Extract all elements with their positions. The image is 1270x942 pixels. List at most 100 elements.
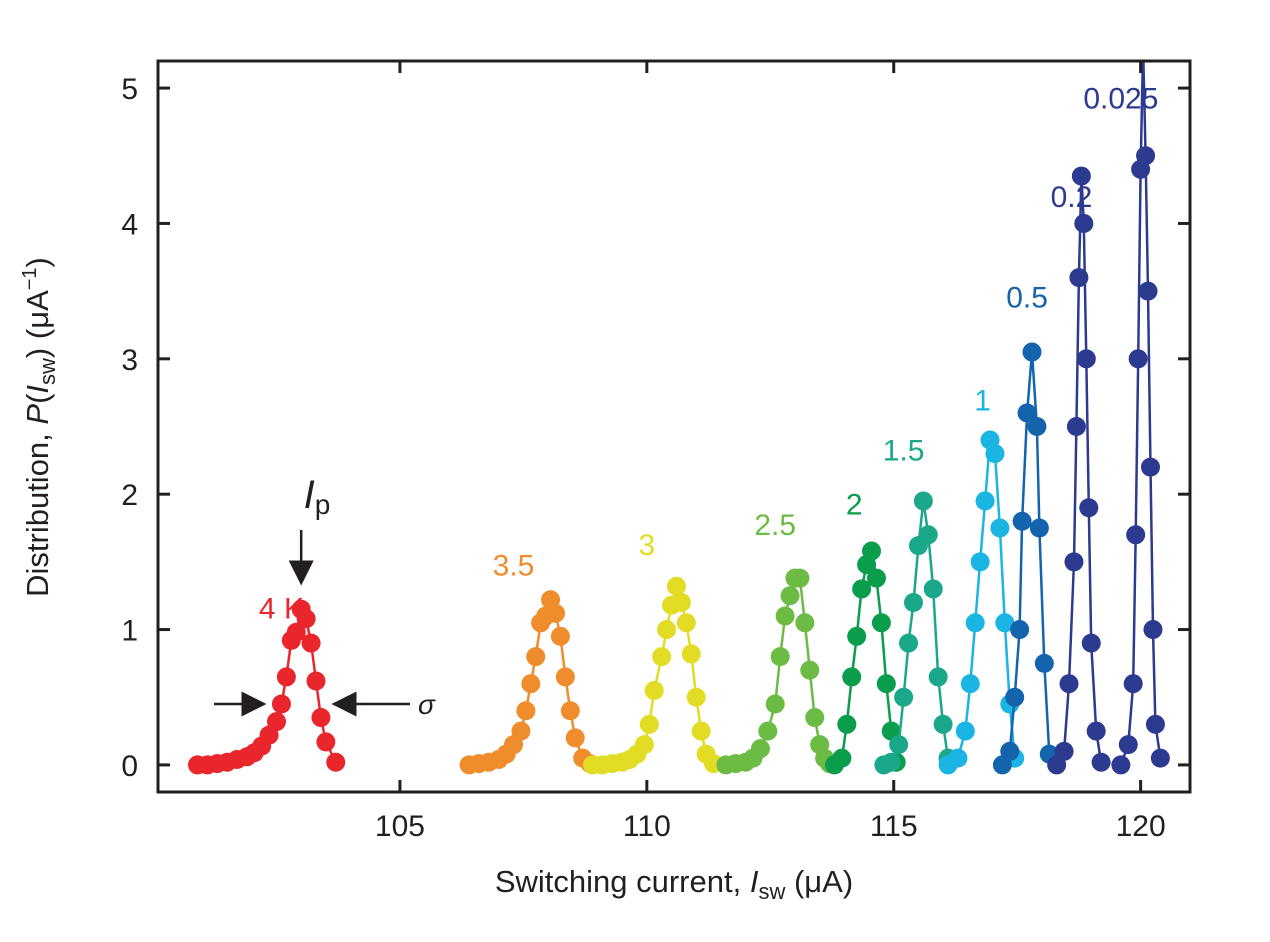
data-point [639, 714, 659, 734]
data-point [311, 708, 331, 728]
data-point [775, 606, 795, 626]
data-point [1091, 752, 1111, 772]
data-point [555, 667, 575, 687]
data-point [965, 613, 985, 633]
data-point [758, 721, 778, 741]
peak-current-label: Ip [304, 473, 331, 520]
data-point [1059, 674, 1079, 694]
data-point [1027, 417, 1047, 436]
data-point [933, 714, 953, 734]
data-point [1064, 552, 1084, 572]
data-point [918, 525, 938, 545]
x-tick-labels: 105 110 115 120 [375, 810, 1166, 843]
series-label: 0.2 [1051, 181, 1093, 214]
data-point [516, 701, 536, 721]
data-point [975, 491, 995, 511]
y-tick-labels: 0 1 2 3 4 5 [121, 73, 138, 783]
data-point [1000, 741, 1020, 761]
data-point [644, 680, 664, 700]
data-point [985, 444, 1005, 464]
data-point [286, 622, 306, 642]
data-point [1126, 525, 1146, 545]
data-point [765, 694, 785, 714]
data-point [1012, 511, 1032, 531]
data-point [1069, 268, 1089, 288]
data-point [881, 752, 901, 772]
y-tick-label: 0 [121, 750, 138, 783]
x-axis-title: Switching current, Isw (μA) [495, 864, 853, 904]
data-point [545, 603, 565, 623]
data-point [955, 721, 975, 741]
data-point [1022, 342, 1042, 362]
data-point [1079, 498, 1099, 518]
data-point [326, 752, 346, 772]
data-point [876, 674, 896, 694]
y-tick-label: 4 [121, 208, 138, 241]
series-layer [188, 61, 1170, 775]
data-point [521, 674, 541, 694]
data-point [894, 687, 914, 707]
data-point [990, 518, 1010, 538]
data-point [1143, 620, 1163, 640]
data-point [1145, 714, 1165, 734]
data-point [271, 694, 291, 714]
data-point [634, 735, 654, 755]
data-point [832, 748, 852, 768]
data-point [681, 644, 701, 664]
y-tick-label: 1 [121, 615, 138, 648]
series-2-5 [716, 568, 840, 775]
data-point [301, 633, 321, 653]
data-point [889, 735, 909, 755]
series-line [947, 439, 1016, 766]
data-point [1076, 349, 1096, 369]
data-point [550, 626, 570, 646]
data-point [1010, 620, 1030, 640]
data-point [306, 671, 326, 691]
data-point [686, 687, 706, 707]
data-point [750, 739, 770, 759]
y-tick-label: 5 [121, 73, 138, 106]
data-point [970, 552, 990, 572]
data-point [666, 576, 686, 596]
data-point [511, 721, 531, 741]
series-0-025 [1111, 61, 1170, 775]
data-point [526, 647, 546, 667]
data-point [316, 732, 336, 752]
data-point [862, 541, 882, 561]
data-point [923, 579, 943, 599]
x-tick-label: 110 [623, 810, 671, 843]
series-labels: 4 K 3.5 3 2.5 2 1.5 1 0.5 0.2 0.025 [259, 82, 1158, 625]
data-point [805, 708, 825, 728]
series-label: 1 [974, 384, 991, 417]
data-point [780, 586, 800, 606]
data-point [837, 714, 857, 734]
x-tick-label: 115 [870, 810, 918, 843]
data-point [842, 667, 862, 687]
y-tick-label: 3 [121, 344, 138, 377]
series-label: 2 [846, 488, 863, 521]
series-label: 3 [638, 529, 655, 562]
data-point [1081, 633, 1101, 653]
data-point [1118, 735, 1138, 755]
data-point [1005, 687, 1025, 707]
data-point [1123, 674, 1143, 694]
data-point [657, 620, 677, 640]
data-point [1128, 349, 1148, 369]
data-point [948, 748, 968, 768]
data-point [1140, 457, 1160, 477]
series-label: 0.025 [1083, 82, 1158, 115]
ticks-layer [158, 61, 1190, 792]
sigma-label: σ [418, 689, 436, 720]
data-point [866, 568, 886, 588]
data-point [913, 491, 933, 511]
data-point [1074, 213, 1094, 233]
data-point [1066, 417, 1086, 436]
y-axis-title: Distribution, P(Isw) (μA−1) [19, 257, 60, 597]
data-point [1138, 281, 1158, 301]
series-0-2 [1047, 166, 1111, 775]
series-3 [583, 576, 724, 775]
series-4-K [188, 599, 346, 775]
data-point [852, 579, 872, 599]
data-point [899, 633, 919, 653]
data-point [1029, 518, 1049, 538]
